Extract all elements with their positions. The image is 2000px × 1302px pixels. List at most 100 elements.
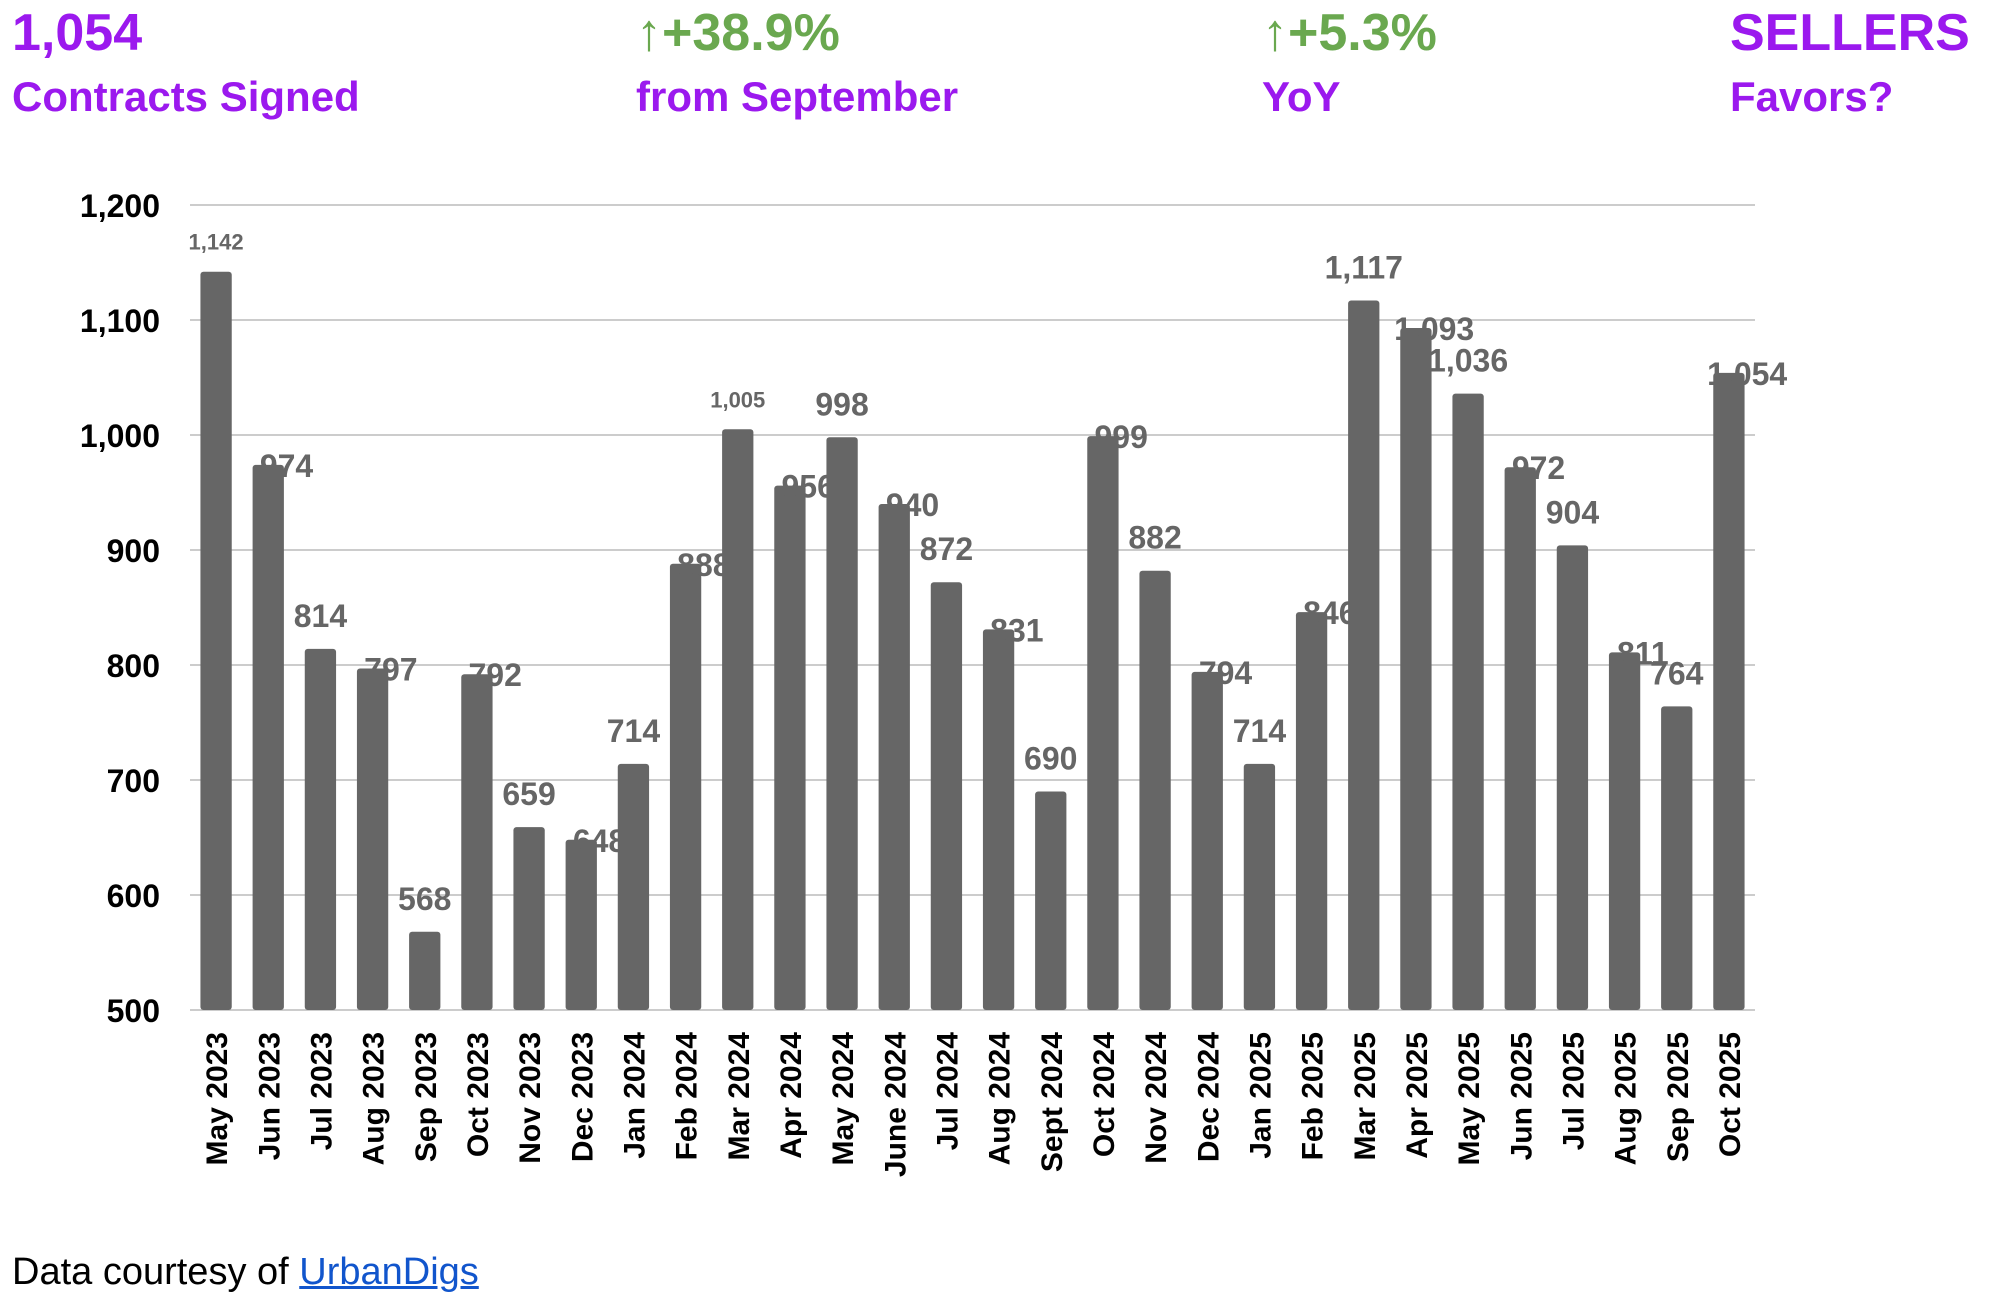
- x-tick-label: June 2024: [879, 1032, 912, 1177]
- x-tick-label: Feb 2024: [671, 1032, 704, 1161]
- bar: [1504, 467, 1536, 1010]
- bar: [1139, 570, 1171, 1010]
- x-tick-label: Mar 2025: [1349, 1032, 1382, 1160]
- bar: [252, 464, 284, 1010]
- data-label: 974: [260, 448, 314, 484]
- bar: [617, 763, 650, 1010]
- y-tick-label: 900: [107, 533, 160, 569]
- data-credit: Data courtesy of UrbanDigs: [12, 1248, 479, 1296]
- x-tick-label: Aug 2025: [1610, 1032, 1643, 1165]
- kpi-yoy-change: ↑+5.3% YoY: [1262, 0, 1437, 128]
- bar: [1608, 652, 1641, 1010]
- kpi-month-change: ↑+38.9% from September: [636, 0, 958, 128]
- kpi-label: Favors?: [1730, 73, 1894, 120]
- kpi-value: 1,054: [12, 4, 143, 62]
- bar: [1348, 300, 1380, 1010]
- bar: [826, 437, 858, 1010]
- bar: [461, 674, 493, 1010]
- kpi-value: SELLERS: [1730, 4, 1970, 62]
- data-label: 792: [468, 657, 521, 693]
- bar: [878, 504, 910, 1010]
- bar: [513, 827, 545, 1010]
- data-label: 998: [815, 386, 868, 422]
- bar: [409, 931, 441, 1010]
- x-tick-label: Dec 2024: [1192, 1032, 1225, 1162]
- bar: [1295, 612, 1328, 1010]
- bar: [1452, 393, 1484, 1011]
- bar: [1243, 763, 1276, 1010]
- data-label: 764: [1650, 655, 1704, 691]
- bar: [1661, 706, 1693, 1010]
- data-label: 846: [1303, 595, 1356, 631]
- data-label: 999: [1094, 419, 1147, 455]
- x-tick-label: Dec 2023: [566, 1032, 599, 1162]
- data-label: 1,054: [1707, 356, 1787, 392]
- bar: [669, 563, 702, 1010]
- y-tick-label: 1,200: [80, 188, 160, 224]
- data-label: 831: [990, 612, 1043, 648]
- data-label: 1,005: [710, 387, 765, 412]
- bar: [1191, 671, 1223, 1010]
- x-tick-label: Jul 2025: [1557, 1032, 1590, 1150]
- x-tick-label: Nov 2023: [514, 1032, 547, 1164]
- x-tick-label: Nov 2024: [1140, 1032, 1173, 1164]
- y-tick-label: 500: [107, 993, 160, 1029]
- kpi-value: +5.3%: [1288, 4, 1437, 62]
- kpi-label: YoY: [1262, 73, 1341, 120]
- x-tick-label: Jun 2025: [1505, 1032, 1538, 1160]
- x-tick-label: Jul 2023: [305, 1032, 338, 1150]
- data-label: 1,117: [1325, 249, 1403, 285]
- data-label: 956: [781, 469, 834, 505]
- bar: [200, 271, 232, 1010]
- up-arrow-icon: ↑: [1262, 4, 1288, 62]
- data-label: 1,036: [1428, 343, 1508, 379]
- x-tick-label: Apr 2025: [1401, 1032, 1434, 1159]
- x-tick-label: Sept 2024: [1036, 1032, 1069, 1172]
- y-tick-label: 700: [107, 763, 160, 799]
- x-tick-label: Jan 2024: [618, 1032, 651, 1159]
- bar: [930, 582, 963, 1010]
- up-arrow-icon: ↑: [636, 4, 662, 62]
- data-label: 659: [502, 776, 555, 812]
- data-label: 872: [920, 531, 973, 567]
- data-label: 714: [607, 713, 661, 749]
- data-label: 904: [1546, 494, 1600, 530]
- bar: [356, 668, 389, 1010]
- x-tick-label: Oct 2024: [1088, 1032, 1121, 1157]
- data-label: 1,142: [189, 230, 244, 255]
- bar: [982, 629, 1015, 1010]
- x-tick-label: Jun 2023: [253, 1032, 286, 1160]
- bar: [1400, 328, 1432, 1010]
- data-label: 797: [364, 651, 417, 687]
- kpi-market-favor: SELLERS Favors?: [1730, 0, 1970, 128]
- x-tick-label: Oct 2023: [462, 1032, 495, 1157]
- data-label: 648: [573, 823, 626, 859]
- x-tick-label: Aug 2023: [358, 1032, 391, 1165]
- x-tick-label: Feb 2025: [1297, 1032, 1330, 1160]
- y-tick-label: 1,000: [80, 418, 160, 454]
- data-label: 811: [1617, 635, 1669, 671]
- x-tick-label: May 2025: [1453, 1032, 1486, 1165]
- data-label: 1,093: [1394, 311, 1474, 347]
- data-label: 794: [1199, 655, 1253, 691]
- urbandigs-link[interactable]: UrbanDigs: [299, 1251, 479, 1293]
- bar: [1035, 791, 1067, 1010]
- y-tick-label: 600: [107, 878, 160, 914]
- data-label: 714: [1233, 713, 1287, 749]
- data-label: 690: [1024, 741, 1077, 777]
- x-tick-label: May 2023: [201, 1032, 234, 1165]
- kpi-label: Contracts Signed: [12, 73, 360, 120]
- data-credit-text: Data courtesy of: [12, 1251, 300, 1293]
- x-tick-label: Sep 2025: [1662, 1032, 1695, 1162]
- kpi-value: +38.9%: [662, 4, 840, 62]
- x-tick-label: Oct 2025: [1714, 1032, 1747, 1157]
- bar: [1556, 545, 1589, 1010]
- kpi-label: from September: [636, 73, 959, 120]
- data-label: 972: [1512, 450, 1565, 486]
- bar: [1087, 436, 1119, 1010]
- x-tick-label: Jan 2025: [1244, 1032, 1277, 1159]
- bar: [565, 839, 597, 1010]
- data-label: 814: [294, 598, 348, 634]
- data-label: 882: [1128, 520, 1181, 556]
- contracts-bar-chart: 500 600 700 800 900 1,000 1,100 1,200 1,142 May 2…: [80, 188, 1787, 1177]
